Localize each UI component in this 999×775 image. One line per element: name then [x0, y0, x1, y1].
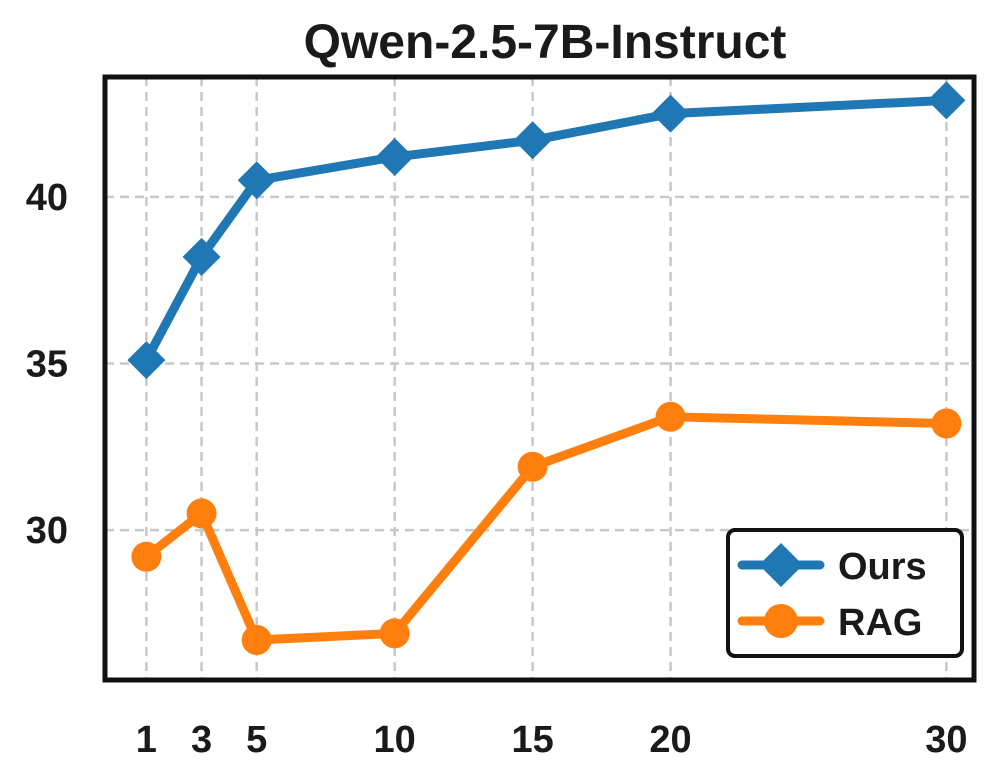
x-tick-label: 10: [374, 719, 416, 761]
x-tick-label: 30: [925, 719, 967, 761]
series-rag: [131, 401, 962, 656]
x-tick-label: 1: [136, 719, 157, 761]
x-tick-label: 5: [246, 719, 267, 761]
y-tick-label: 30: [26, 510, 68, 552]
circle-marker: [655, 401, 686, 432]
diamond-marker: [375, 137, 414, 176]
legend: Ours RAG: [726, 528, 964, 658]
series-ours: [127, 81, 966, 380]
diamond-marker: [513, 121, 552, 160]
x-tick-label: 20: [649, 719, 691, 761]
circle-marker: [186, 498, 217, 529]
circle-marker: [131, 541, 162, 572]
legend-label-ours: Ours: [838, 546, 927, 588]
legend-item-ours: Ours: [737, 543, 927, 588]
y-tick-label: 40: [26, 177, 68, 219]
diamond-marker: [759, 543, 803, 587]
x-tick-label: 3: [191, 719, 212, 761]
circle-marker: [379, 618, 410, 649]
x-tick-label: 15: [511, 719, 553, 761]
diamond-marker: [127, 341, 166, 380]
y-tick-label: 35: [26, 344, 68, 386]
diamond-marker: [927, 81, 966, 120]
plot-frame: [102, 74, 977, 683]
circle-marker: [517, 451, 548, 482]
circle-marker: [764, 604, 798, 638]
diamond-marker: [237, 161, 276, 200]
chart-title: Qwen-2.5-7B-Instruct: [304, 16, 787, 69]
circle-marker: [931, 408, 962, 439]
legend-item-rag: RAG: [737, 602, 922, 644]
plot-area: [127, 81, 966, 656]
circle-marker: [241, 625, 272, 656]
diamond-marker: [182, 237, 221, 276]
diamond-marker: [651, 94, 690, 133]
legend-label-rag: RAG: [838, 602, 922, 644]
